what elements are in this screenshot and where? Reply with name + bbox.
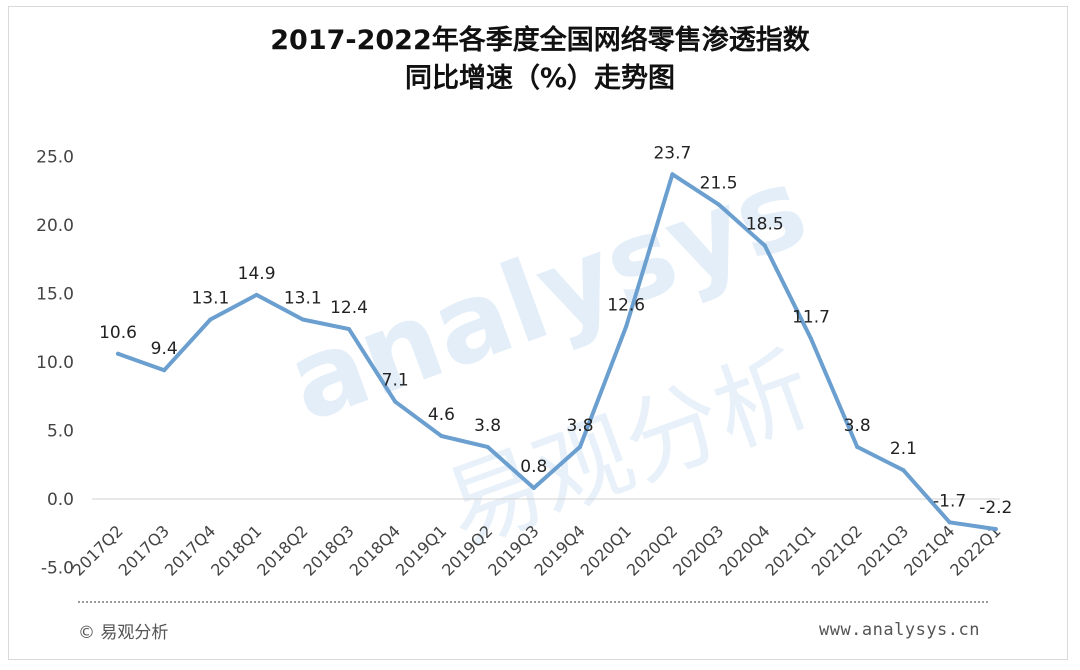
data-point xyxy=(162,368,167,373)
data-label: 3.8 xyxy=(844,416,871,436)
data-label: 12.6 xyxy=(607,295,645,315)
y-axis: -5.0 0.0 5.0 10.0 15.0 20.0 25.0 xyxy=(36,148,1000,579)
data-label: 10.6 xyxy=(99,323,137,343)
chart-title: 2017-2022年各季度全国网络零售渗透指数 同比增速（%）走势图 xyxy=(0,22,1080,98)
data-label: -1.7 xyxy=(933,491,966,511)
data-label: 11.7 xyxy=(792,308,830,328)
data-point xyxy=(208,317,213,322)
data-label: 13.1 xyxy=(191,289,229,309)
footer-divider xyxy=(78,601,988,603)
data-label: 13.1 xyxy=(284,289,322,309)
data-label: 18.5 xyxy=(746,215,784,235)
data-label: 14.9 xyxy=(238,264,276,284)
data-point xyxy=(485,444,490,449)
x-axis: 2017Q22017Q32017Q42018Q12018Q22018Q32018… xyxy=(68,521,1004,579)
data-point xyxy=(762,243,767,248)
data-label: 4.6 xyxy=(428,405,455,425)
y-tick-label: 0.0 xyxy=(47,490,74,510)
y-tick-label: 25.0 xyxy=(36,148,74,168)
data-point xyxy=(439,433,444,438)
y-tick-label: 20.0 xyxy=(36,216,74,236)
data-label: 21.5 xyxy=(700,173,738,193)
y-tick-label: 5.0 xyxy=(47,422,74,442)
data-label: -2.2 xyxy=(979,498,1012,518)
y-tick-label: -5.0 xyxy=(41,559,74,579)
data-point xyxy=(901,468,906,473)
chart-frame xyxy=(8,6,1068,660)
data-point xyxy=(531,486,536,491)
data-point xyxy=(993,527,998,532)
series-line xyxy=(116,172,998,532)
data-label: 2.1 xyxy=(890,439,917,459)
data-label: 3.8 xyxy=(566,416,593,436)
data-label: 0.8 xyxy=(520,457,547,477)
data-label: 12.4 xyxy=(330,298,368,318)
data-point xyxy=(624,324,629,329)
data-point xyxy=(947,520,952,525)
data-point xyxy=(300,317,305,322)
data-point xyxy=(578,444,582,449)
data-point xyxy=(254,292,259,297)
data-point xyxy=(670,172,675,177)
chart-title-line-2: 同比增速（%）走势图 xyxy=(404,63,676,94)
footer-copyright: © 易观分析 xyxy=(78,623,169,643)
data-labels: 10.6 9.4 13.1 14.9 13.1 12.4 7.1 4.6 3.8 0.8 3.8 12… xyxy=(99,143,1012,518)
y-tick-label: 10.0 xyxy=(36,353,74,373)
chart-title-line-1: 2017-2022年各季度全国网络零售渗透指数 xyxy=(270,25,810,56)
data-point xyxy=(716,202,721,207)
data-point xyxy=(809,336,813,341)
series-path xyxy=(116,172,998,532)
data-point xyxy=(116,351,120,356)
y-tick-label: 15.0 xyxy=(36,285,74,305)
footer-site-link[interactable]: www.analysys.cn xyxy=(818,620,980,640)
data-point xyxy=(393,399,398,404)
watermark: analysys 易观分析 xyxy=(272,142,826,567)
data-point xyxy=(347,327,351,332)
data-label: 3.8 xyxy=(474,416,501,436)
data-point xyxy=(855,444,860,449)
data-label: 23.7 xyxy=(653,143,691,163)
data-label: 9.4 xyxy=(151,339,178,359)
data-label: 7.1 xyxy=(382,371,409,391)
